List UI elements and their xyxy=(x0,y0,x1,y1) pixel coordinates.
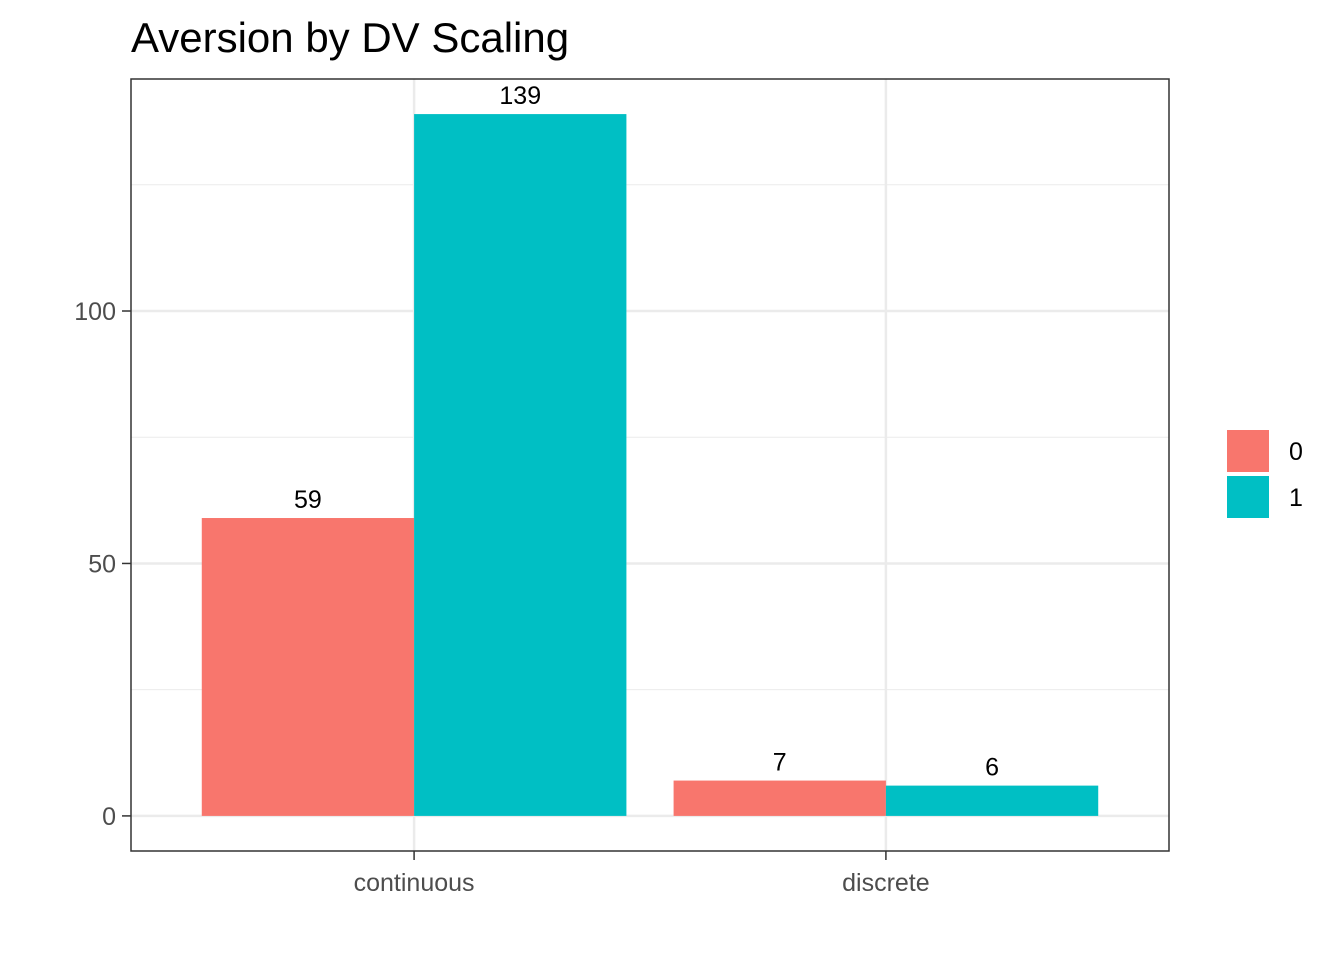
data-label: 6 xyxy=(985,754,999,782)
chart-title: Aversion by DV Scaling xyxy=(131,14,569,61)
x-tick-label: continuous xyxy=(354,869,475,897)
y-tick-label: 50 xyxy=(88,550,116,578)
legend-key xyxy=(1227,430,1269,472)
data-labels: 59 7 139 6 xyxy=(294,82,999,782)
axes: 0 50 100 continuous discrete xyxy=(74,298,929,897)
bars xyxy=(201,114,1099,816)
bar-continuous-series-1 xyxy=(414,114,627,816)
data-label: 139 xyxy=(499,82,541,110)
bar-discrete-series-0 xyxy=(673,780,886,816)
x-tick-label: discrete xyxy=(842,869,930,897)
data-label: 59 xyxy=(294,486,322,514)
bar-continuous-series-0 xyxy=(201,518,415,816)
legend-key xyxy=(1227,476,1269,518)
data-label: 7 xyxy=(773,749,787,777)
y-tick-label: 100 xyxy=(74,298,116,326)
bar-discrete-series-1 xyxy=(885,785,1099,816)
y-tick-label: 0 xyxy=(102,803,116,831)
legend: 01 xyxy=(1227,430,1303,518)
plot-border xyxy=(130,78,1170,852)
legend-label: 0 xyxy=(1289,438,1303,466)
legend-label: 1 xyxy=(1289,484,1303,512)
